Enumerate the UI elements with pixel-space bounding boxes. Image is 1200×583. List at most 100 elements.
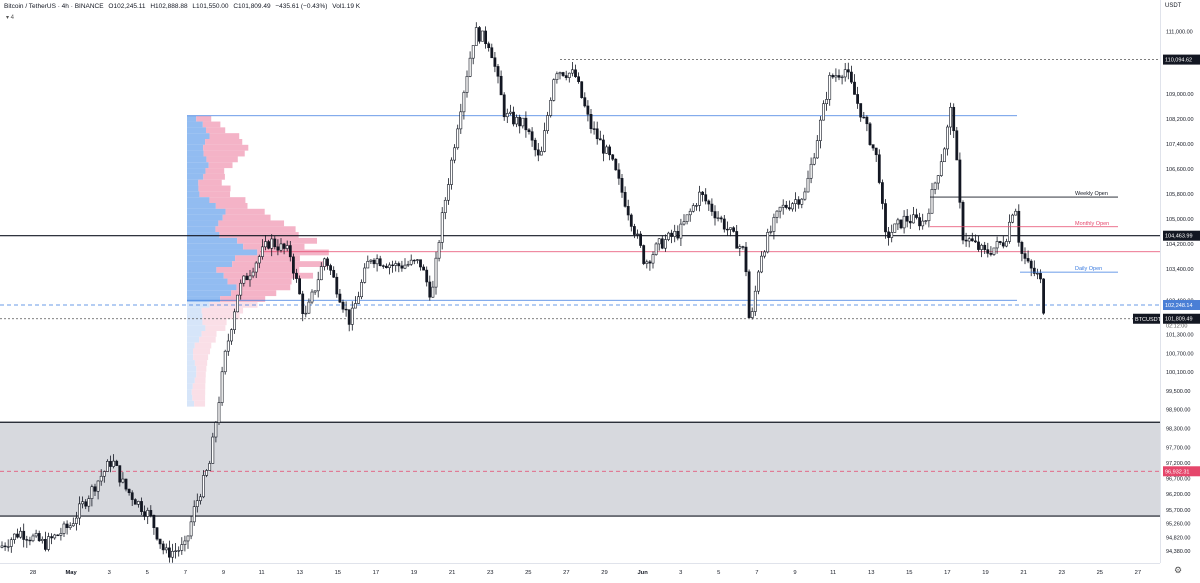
candle-body xyxy=(208,463,212,471)
time-tick-label: 19 xyxy=(982,570,988,576)
volume-profile-buy xyxy=(187,127,206,134)
candle-body xyxy=(1029,260,1033,269)
candle-body xyxy=(220,371,224,403)
volume-profile-sell xyxy=(198,185,231,192)
time-tick-label: 7 xyxy=(755,570,758,576)
volume-profile-sell xyxy=(203,144,249,151)
time-tick-label: 7 xyxy=(184,570,187,576)
candle-body xyxy=(518,116,522,127)
volume-profile-buy xyxy=(187,354,194,361)
chart-header: Bitcoin / TetherUS · 4h · BINANCE O102,2… xyxy=(4,3,363,10)
price-tick-label: 103,400.00 xyxy=(1166,267,1194,273)
volume-profile-sell xyxy=(225,208,265,215)
candle-body xyxy=(214,422,218,438)
symbol-title[interactable]: Bitcoin / TetherUS · 4h · BINANCE xyxy=(4,3,104,10)
candle-body xyxy=(515,116,519,125)
candle-body xyxy=(137,501,140,505)
volume-profile-buy xyxy=(187,383,193,390)
candle-body xyxy=(698,191,701,206)
candle-body xyxy=(753,290,757,312)
time-tick-label: 13 xyxy=(868,570,874,576)
price-tick-label: 108,200.00 xyxy=(1166,117,1194,123)
volume-profile-buy xyxy=(187,243,244,250)
candle-body xyxy=(93,486,97,492)
annotation-label: Monthly Open xyxy=(1075,221,1109,227)
candle-body xyxy=(915,214,918,218)
candle-body xyxy=(549,100,553,116)
indicator-toggle[interactable]: ▾ 4 xyxy=(6,15,15,21)
volume-profile-sell xyxy=(199,191,231,198)
candle-body xyxy=(350,307,354,325)
price-tick-label: 96,700.00 xyxy=(1166,477,1190,483)
price-tick-label: 101,300.00 xyxy=(1166,333,1194,339)
volume-profile-sell xyxy=(193,354,209,361)
candle-body xyxy=(908,220,912,224)
currency-label[interactable]: USDT xyxy=(1165,3,1182,9)
candle-body xyxy=(434,257,438,288)
candle-body xyxy=(586,105,590,115)
candle-body xyxy=(158,538,162,545)
candle-body xyxy=(378,258,382,267)
price-tick-label: 99,500.00 xyxy=(1166,389,1190,395)
candle-body xyxy=(927,212,931,222)
svg-text:110,094.62: 110,094.62 xyxy=(1165,58,1192,64)
candle-body xyxy=(195,500,199,507)
candle-body xyxy=(453,147,457,161)
candle-body xyxy=(403,264,407,269)
time-axis[interactable]: 28 May 3 5 7 9 11 13 15 17 19 21 23 25 27 29 Jun 3 5 7 9 11 13… xyxy=(0,563,1160,578)
candle-body xyxy=(202,475,205,498)
candle-body xyxy=(958,159,962,203)
candle-body xyxy=(264,241,267,248)
candle-body xyxy=(462,92,466,113)
price-axis[interactable]: 111,000.00 109,000.00 108,200.00 107,400.00… xyxy=(1160,0,1200,563)
candle-body xyxy=(474,27,478,46)
candle-body xyxy=(161,543,165,551)
candle-body xyxy=(784,204,788,208)
candle-body xyxy=(437,242,441,259)
volume-profile-sell xyxy=(202,319,227,326)
candle-body xyxy=(763,251,767,257)
candle-body xyxy=(685,214,689,222)
candle-body xyxy=(177,550,181,552)
candle-body xyxy=(9,539,13,547)
time-tick-label: 21 xyxy=(1020,570,1026,576)
candle-body xyxy=(310,291,314,303)
price-tick-label: 97,700.00 xyxy=(1166,445,1190,451)
candle-body xyxy=(936,175,940,184)
candle-body xyxy=(902,215,906,229)
candle-body xyxy=(322,258,326,267)
close-value: C101,809.49 xyxy=(233,3,271,10)
candle-body xyxy=(319,266,323,281)
candle-body xyxy=(595,128,599,140)
price-tick-label: 96,200.00 xyxy=(1166,492,1190,498)
candle-body xyxy=(977,241,980,250)
time-tick-label: 19 xyxy=(411,570,417,576)
volume-profile-buy xyxy=(187,319,203,326)
open-value: O102,245.11 xyxy=(108,3,146,10)
volume-profile-buy xyxy=(187,168,206,174)
candle-body xyxy=(372,259,376,265)
candle-body xyxy=(217,402,221,423)
candle-body xyxy=(614,158,618,171)
candle-body xyxy=(741,246,745,248)
candle-body xyxy=(1036,272,1039,275)
candle-body xyxy=(645,261,649,264)
price-tick-label: 98,300.00 xyxy=(1166,427,1190,433)
candle-body xyxy=(363,267,367,283)
candle-body xyxy=(13,533,16,540)
candle-body xyxy=(1042,278,1046,314)
candle-body xyxy=(223,350,227,373)
volume-profile-sell xyxy=(205,325,226,331)
candle-body xyxy=(499,75,503,96)
volume-profile-sell xyxy=(215,202,248,209)
gear-icon[interactable]: ⚙ xyxy=(1174,565,1183,575)
volume-profile-buy xyxy=(187,389,192,395)
volume-profile-buy xyxy=(187,237,238,244)
candle-body xyxy=(986,249,990,254)
price-chart[interactable]: Weekly Open Monthly Open Daily Open BTCUSDT xyxy=(0,0,1160,563)
candle-body xyxy=(295,272,298,279)
candle-body xyxy=(53,534,57,539)
chart-plot-area[interactable]: Weekly Open Monthly Open Daily Open BTCUSDT xyxy=(0,0,1160,563)
time-tick-label: 3 xyxy=(679,570,682,576)
candle-body xyxy=(288,245,292,258)
